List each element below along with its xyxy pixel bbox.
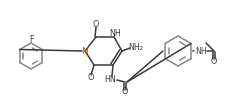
Text: O: O (93, 20, 99, 29)
Text: HN: HN (104, 74, 116, 83)
Text: O: O (211, 57, 217, 65)
Text: O: O (88, 74, 94, 83)
Text: O: O (122, 88, 128, 97)
Text: N: N (82, 46, 88, 55)
Text: F: F (29, 34, 33, 44)
Text: NH: NH (109, 29, 121, 38)
Text: NH: NH (195, 46, 207, 55)
Text: NH₂: NH₂ (128, 43, 143, 52)
